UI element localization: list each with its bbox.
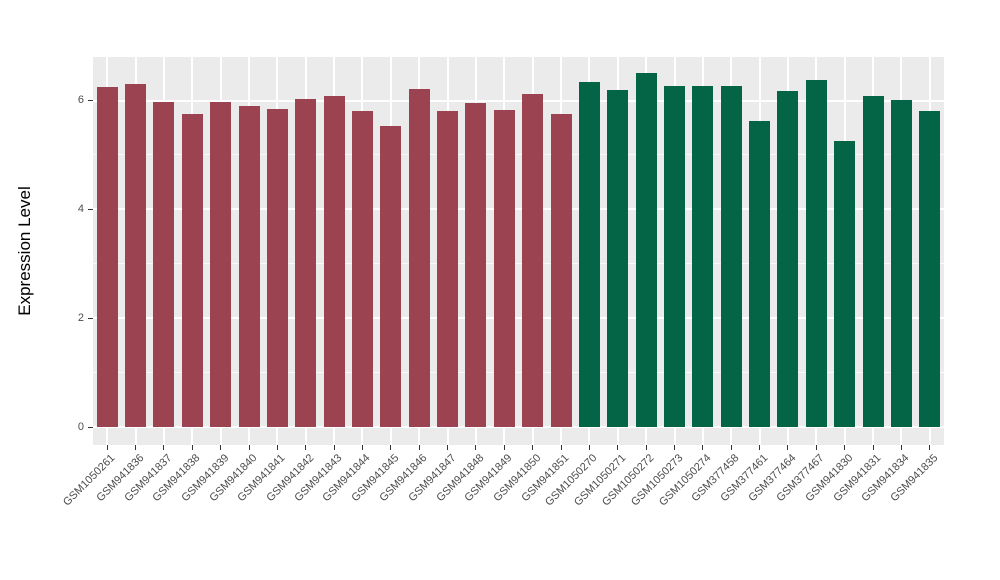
x-tick-mark (787, 445, 789, 450)
y-tick-mark (88, 426, 93, 428)
bar-GSM941837 (153, 101, 175, 428)
y-tick-label: 0 (77, 420, 84, 433)
bar-GSM941834 (890, 99, 912, 428)
y-axis-title: Expression Level (15, 186, 34, 316)
x-tick-mark (163, 445, 165, 450)
bar-GSM941847 (437, 111, 459, 428)
x-tick-mark (929, 445, 931, 450)
x-tick-mark (503, 445, 505, 450)
bar-GSM1050272 (635, 72, 657, 428)
y-tick-mark (88, 100, 93, 102)
y-tick-mark (88, 208, 93, 210)
x-tick-mark (333, 445, 335, 450)
x-tick-mark (759, 445, 761, 450)
bar-GSM941851 (550, 113, 572, 428)
bar-GSM377467 (805, 79, 827, 428)
bar-GSM377458 (720, 85, 742, 428)
x-tick-mark (418, 445, 420, 450)
grid-minor-y (93, 154, 944, 156)
bar-GSM941849 (493, 109, 515, 428)
y-tick-mark (88, 317, 93, 319)
bar-GSM1050270 (578, 82, 600, 428)
x-tick-mark (220, 445, 222, 450)
bar-GSM941850 (522, 94, 544, 428)
grid-minor-y (93, 372, 944, 374)
x-tick-mark (872, 445, 874, 450)
grid-major-y (93, 317, 944, 320)
x-tick-mark (135, 445, 137, 450)
x-tick-mark (730, 445, 732, 450)
x-tick-mark (191, 445, 193, 450)
x-tick-mark (532, 445, 534, 450)
grid-minor-y (93, 263, 944, 265)
y-tick-label: 4 (77, 202, 84, 215)
x-tick-mark (390, 445, 392, 450)
x-tick-mark (106, 445, 108, 450)
x-tick-mark (645, 445, 647, 450)
x-tick-mark (702, 445, 704, 450)
bar-GSM1050261 (96, 86, 118, 428)
bar-GSM377464 (777, 90, 799, 428)
bar-GSM941835 (919, 111, 941, 428)
x-tick-mark (815, 445, 817, 450)
x-tick-mark (475, 445, 477, 450)
bar-GSM941842 (295, 99, 317, 428)
grid-major-y (93, 99, 944, 102)
x-tick-mark (305, 445, 307, 450)
x-tick-mark (248, 445, 250, 450)
x-tick-mark (361, 445, 363, 450)
x-tick-mark (617, 445, 619, 450)
bar-GSM1050271 (607, 90, 629, 428)
bar-GSM941836 (125, 84, 147, 428)
x-tick-mark (560, 445, 562, 450)
bar-GSM941838 (181, 113, 203, 428)
grid-major-y (93, 426, 944, 429)
bar-GSM1050273 (664, 86, 686, 428)
bar-GSM941830 (834, 140, 856, 428)
x-tick-mark (844, 445, 846, 450)
x-tick-mark (588, 445, 590, 450)
bar-GSM941846 (408, 88, 430, 428)
y-tick-label: 2 (77, 311, 84, 324)
plot-panel (93, 57, 944, 445)
bar-GSM941831 (862, 96, 884, 428)
bar-GSM941843 (323, 96, 345, 428)
bar-GSM941841 (266, 109, 288, 428)
bar-GSM941845 (380, 126, 402, 428)
bar-GSM941844 (351, 111, 373, 428)
bar-GSM1050274 (692, 85, 714, 428)
x-tick-mark (900, 445, 902, 450)
bar-GSM941848 (465, 102, 487, 428)
bar-GSM941839 (210, 101, 232, 428)
x-tick-mark (447, 445, 449, 450)
x-tick-mark (674, 445, 676, 450)
bar-GSM941840 (238, 105, 260, 428)
x-tick-mark (276, 445, 278, 450)
grid-major-y (93, 208, 944, 211)
y-tick-label: 6 (77, 94, 84, 107)
bar-GSM377461 (749, 121, 771, 428)
